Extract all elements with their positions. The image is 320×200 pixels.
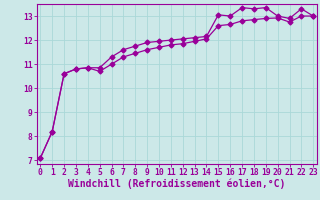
X-axis label: Windchill (Refroidissement éolien,°C): Windchill (Refroidissement éolien,°C) xyxy=(68,179,285,189)
